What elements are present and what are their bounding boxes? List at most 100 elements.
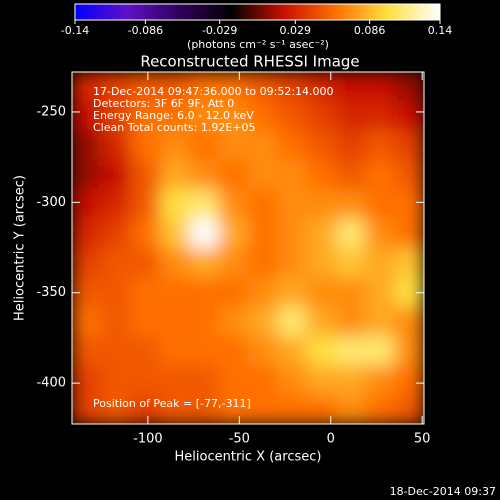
heatmap-cell [218, 101, 249, 132]
heatmap-cell [189, 248, 220, 278]
colorbar-label: (photons cm⁻² s⁻¹ asec⁻²) [187, 38, 329, 51]
heatmap-cell [160, 130, 190, 161]
heatmap-cell [72, 160, 102, 190]
heatmap-cell [277, 248, 308, 278]
heatmap-cell [189, 394, 220, 424]
heatmap-cell [248, 336, 278, 366]
heatmap-cell [277, 101, 308, 132]
heatmap-cell [160, 394, 190, 424]
chart-title: Reconstructed RHESSI Image [140, 53, 359, 71]
heatmap-cell [336, 130, 366, 161]
heatmap-cell [218, 306, 249, 337]
heatmap-cell [306, 101, 337, 132]
colorbar-tick-label: -0.029 [202, 24, 237, 37]
y-tick-label: -350 [36, 285, 66, 300]
heatmap-cell [101, 160, 132, 190]
heatmap-cell [394, 306, 424, 337]
heatmap-cell [160, 218, 190, 249]
heatmap-cell [72, 336, 102, 366]
heatmap-cell [218, 394, 249, 424]
heatmap-cell [130, 306, 161, 337]
heatmap-cell [218, 72, 249, 102]
y-tick-label: -300 [36, 195, 66, 210]
y-tick-label: -400 [36, 376, 66, 391]
heatmap-cell [365, 365, 396, 396]
heatmap-cell [365, 248, 396, 278]
colorbar-tick-label: 0.086 [354, 24, 386, 37]
heatmap-cell [394, 189, 424, 220]
heatmap-cell [101, 394, 132, 424]
heatmap-cell [336, 336, 366, 366]
annotation: 17-Dec-2014 09:47:36.000 to 09:52:14.000 [93, 85, 334, 98]
y-tick-label: -250 [36, 104, 66, 119]
heatmap-cell [160, 189, 190, 220]
heatmap-cell [277, 277, 308, 308]
colorbar-tick-label: 0.029 [280, 24, 312, 37]
heatmap-cell [189, 218, 220, 249]
heatmap-cell [189, 365, 220, 396]
x-axis-label: Heliocentric X (arcsec) [175, 450, 322, 465]
heatmap-cell [130, 101, 161, 132]
heatmap-cell [189, 72, 220, 102]
heatmap-cell [365, 336, 396, 366]
heatmap-cell [101, 101, 132, 132]
heatmap-cell [130, 394, 161, 424]
heatmap-cell [306, 130, 337, 161]
heatmap-cell [365, 218, 396, 249]
heatmap-cell [394, 365, 424, 396]
heatmap-cell [336, 218, 366, 249]
heatmap-cell [101, 130, 132, 161]
heatmap-cell [306, 218, 337, 249]
heatmap-cell [306, 189, 337, 220]
x-tick-label: -100 [133, 432, 163, 447]
heatmap-cell [130, 72, 161, 102]
heatmap-cell [336, 189, 366, 220]
heatmap-cell [277, 365, 308, 396]
heatmap-cell [248, 160, 278, 190]
heatmap-cell [394, 394, 424, 424]
heatmap-cell [160, 306, 190, 337]
heatmap-cell [306, 394, 337, 424]
heatmap-cell [394, 160, 424, 190]
heatmap-cell [277, 160, 308, 190]
heatmap-cell [394, 248, 424, 278]
heatmap-cell [218, 160, 249, 190]
heatmap-cell [130, 248, 161, 278]
heatmap-cell [248, 277, 278, 308]
annotation: Clean Total counts: 1.92E+05 [93, 121, 256, 134]
heatmap-cell [277, 72, 308, 102]
heatmap-cell [248, 365, 278, 396]
heatmap-cell [101, 72, 132, 102]
heatmap-cell [72, 365, 102, 396]
heatmap-cell [248, 101, 278, 132]
heatmap-cell [189, 130, 220, 161]
heatmap-cell [189, 101, 220, 132]
heatmap-cell [306, 72, 337, 102]
heatmap-cell [365, 189, 396, 220]
heatmap-cell [160, 336, 190, 366]
heatmap-cell [72, 101, 102, 132]
heatmap-cell [365, 306, 396, 337]
x-tick-label: -50 [229, 432, 250, 447]
heatmap-cell [130, 218, 161, 249]
heatmap-cell [365, 160, 396, 190]
heatmap-cell [101, 248, 132, 278]
x-tick-label: 0 [327, 432, 335, 447]
heatmap-cell [336, 365, 366, 396]
colorbar-tick-label: 0.14 [428, 24, 453, 37]
heatmap-cell [101, 365, 132, 396]
heatmap-cell [248, 248, 278, 278]
heatmap-cell [130, 365, 161, 396]
heatmap-cell [277, 336, 308, 366]
heatmap-cell [394, 101, 424, 132]
heatmap-cell [72, 218, 102, 249]
heatmap-cell [101, 336, 132, 366]
heatmap-cell [72, 306, 102, 337]
heatmap-cell [336, 72, 366, 102]
heatmap-cell [248, 72, 278, 102]
image-area [72, 72, 424, 424]
heatmap-cell [365, 72, 396, 102]
footer: 18-Dec-2014 09:37 [390, 485, 496, 498]
heatmap-cell [306, 248, 337, 278]
annotation: Energy Range: 6.0 - 12.0 keV [93, 109, 254, 122]
